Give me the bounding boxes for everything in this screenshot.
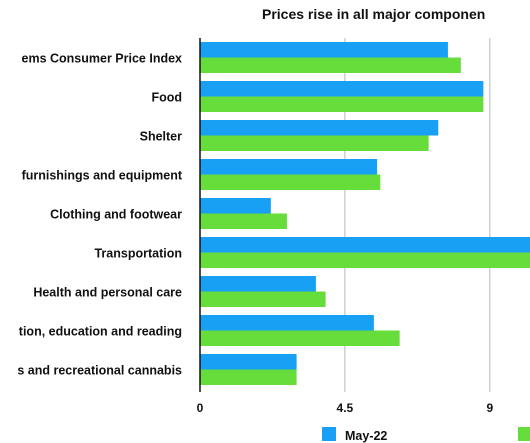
bar-may-22-2 bbox=[200, 120, 439, 136]
legend: May-22 bbox=[322, 427, 530, 443]
x-tick-label: 0 bbox=[197, 401, 204, 415]
bar-series-2-4 bbox=[200, 213, 287, 229]
bar-may-22-5 bbox=[200, 237, 530, 253]
legend-label-may-22: May-22 bbox=[345, 429, 387, 443]
bar-may-22-6 bbox=[200, 276, 316, 292]
x-axis-ticks: 0 4.5 9 bbox=[197, 401, 494, 415]
bar-may-22-4 bbox=[200, 198, 271, 214]
category-label: furnishings and equipment bbox=[22, 169, 183, 183]
bar-series-2-2 bbox=[200, 135, 429, 151]
bar-series-2-5 bbox=[200, 252, 530, 268]
category-label: Clothing and footwear bbox=[50, 208, 182, 222]
x-tick-label: 9 bbox=[486, 401, 493, 415]
category-label: ems Consumer Price Index bbox=[22, 52, 183, 66]
category-label: s and recreational cannabis bbox=[17, 364, 182, 378]
bar-may-22-3 bbox=[200, 159, 378, 175]
chart-title: Prices rise in all major componen bbox=[262, 6, 485, 22]
bar-series-2-8 bbox=[200, 369, 297, 385]
bar-series-2-0 bbox=[200, 57, 461, 73]
bar-series-2-3 bbox=[200, 174, 381, 190]
category-label: Shelter bbox=[140, 130, 183, 144]
category-label: Transportation bbox=[94, 247, 182, 261]
bar-series-2-1 bbox=[200, 96, 484, 112]
category-labels: ems Consumer Price Index Food Shelter furni… bbox=[17, 52, 182, 378]
category-label: tion, education and reading bbox=[19, 325, 182, 339]
category-label: Health and personal care bbox=[33, 286, 182, 300]
legend-swatch-may-22 bbox=[322, 427, 336, 441]
x-tick-label: 4.5 bbox=[337, 401, 354, 415]
bar-may-22-8 bbox=[200, 354, 297, 370]
bar-may-22-1 bbox=[200, 81, 484, 97]
bars bbox=[200, 42, 530, 385]
legend-swatch-series-2 bbox=[518, 427, 530, 441]
bar-may-22-7 bbox=[200, 315, 374, 331]
bar-may-22-0 bbox=[200, 42, 448, 58]
bar-series-2-7 bbox=[200, 330, 400, 346]
category-label: Food bbox=[151, 91, 182, 105]
bar-series-2-6 bbox=[200, 291, 326, 307]
